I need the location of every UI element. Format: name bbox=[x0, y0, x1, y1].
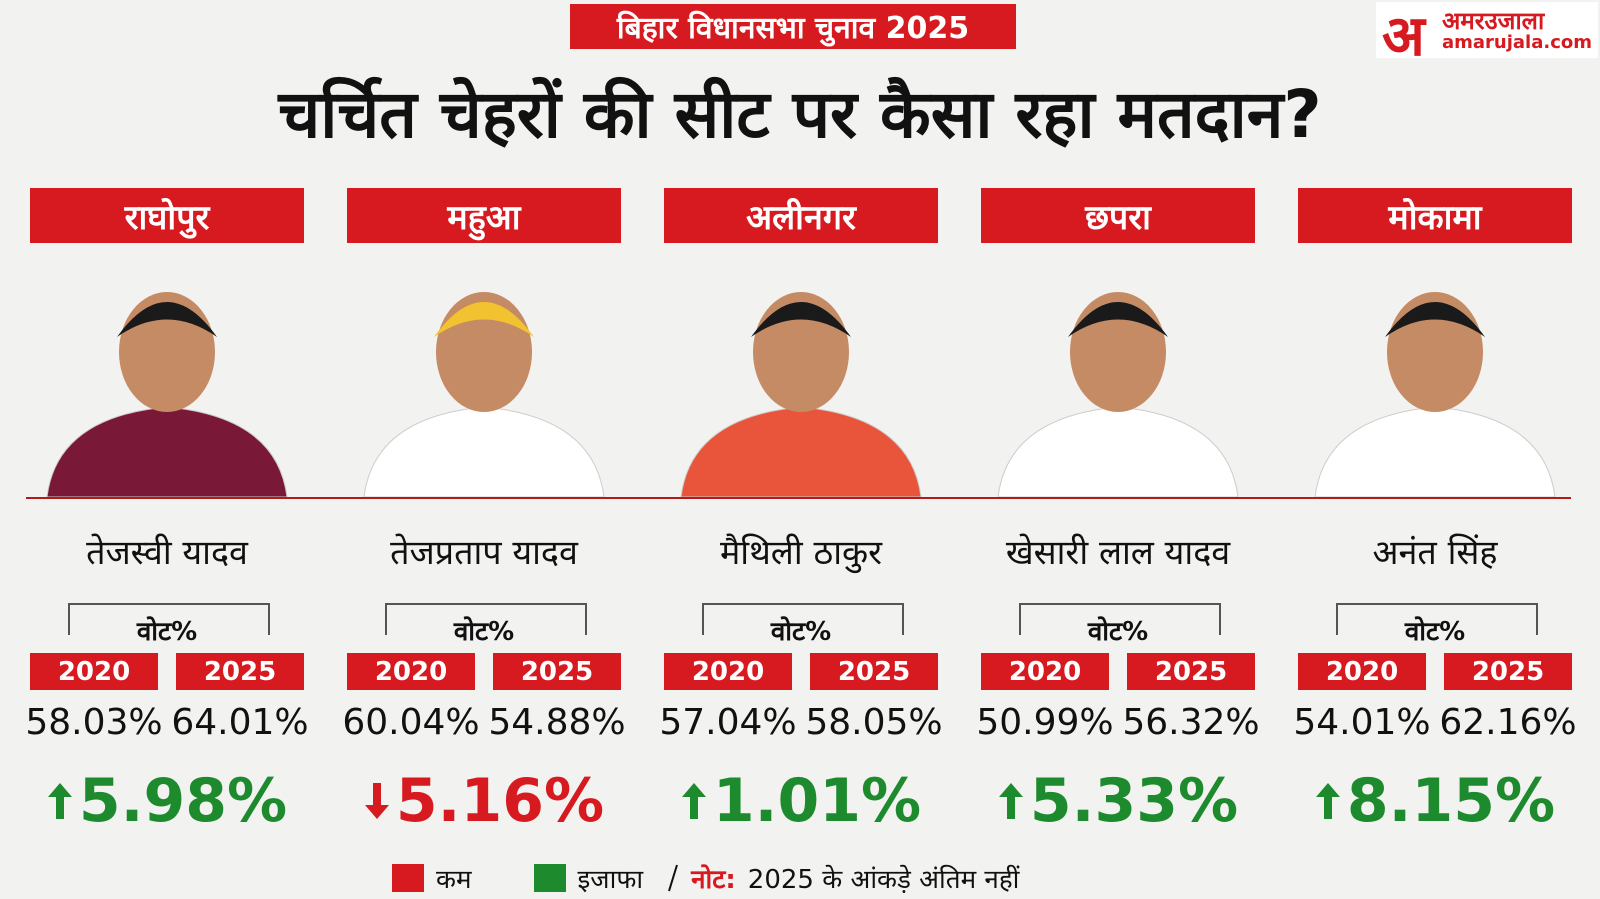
candidate-name: तेजप्रताप यादव bbox=[390, 533, 578, 573]
year-box: 2025 bbox=[493, 653, 621, 690]
year-box: 2020 bbox=[664, 653, 792, 690]
arrow-shape bbox=[681, 783, 706, 819]
arrow bbox=[1315, 783, 1340, 819]
logo: अ अमरउजाला amarujala.com bbox=[1376, 2, 1598, 69]
year-box: 2020 bbox=[981, 653, 1109, 690]
year-box: 2025 bbox=[1127, 653, 1255, 690]
year-box: 2020 bbox=[30, 653, 158, 690]
hair bbox=[434, 302, 534, 337]
vote-value: 58.03% bbox=[25, 702, 163, 743]
bracket bbox=[1019, 603, 1221, 635]
vote-label: वोट% bbox=[453, 617, 515, 647]
bracket bbox=[702, 603, 904, 635]
portrait bbox=[997, 292, 1239, 498]
note: 2025 के आंकड़े अंतिम नहीं bbox=[747, 865, 1020, 895]
bracket bbox=[68, 603, 270, 635]
portrait bbox=[1314, 292, 1556, 498]
vote-label: वोट% bbox=[1087, 617, 1149, 647]
candidate-name: खेसारी लाल यादव bbox=[1005, 533, 1231, 573]
vote-value: 50.99% bbox=[976, 702, 1114, 743]
legend-swatch bbox=[533, 864, 566, 892]
change-value: 5.33% bbox=[1029, 766, 1239, 836]
arrow-shape bbox=[998, 783, 1023, 819]
change-value: 1.01% bbox=[712, 766, 922, 836]
hair bbox=[1068, 302, 1168, 337]
change: 5.98% bbox=[30, 766, 304, 836]
separator bbox=[668, 864, 679, 892]
year-box: 2020 bbox=[347, 653, 475, 690]
arrow bbox=[47, 783, 72, 819]
logo-site: amarujala.com bbox=[1442, 32, 1593, 53]
legend-swatch bbox=[392, 864, 424, 892]
logo-mark: अ bbox=[1382, 4, 1425, 69]
candidate-name: तेजस्वी यादव bbox=[86, 533, 248, 573]
change: 8.15% bbox=[1298, 766, 1572, 836]
legend-label: इजाफा bbox=[577, 865, 644, 895]
vote-label: वोट% bbox=[770, 617, 832, 647]
year-box: 2020 bbox=[1298, 653, 1426, 690]
logo-name: अमरउजाला bbox=[1442, 7, 1545, 35]
vote-value: 60.04% bbox=[342, 702, 480, 743]
torso bbox=[363, 406, 605, 498]
seat-box: राघोपुर bbox=[30, 188, 304, 243]
separator-line bbox=[668, 864, 679, 892]
photo bbox=[981, 267, 1255, 498]
portrait bbox=[46, 292, 288, 498]
change: 5.16% bbox=[347, 766, 621, 836]
divider bbox=[26, 497, 1571, 499]
year-box: 2025 bbox=[1444, 653, 1572, 690]
candidate-name: मैथिली ठाकुर bbox=[719, 533, 883, 573]
vote-value: 54.01% bbox=[1293, 702, 1431, 743]
change-value: 5.98% bbox=[78, 766, 288, 836]
vote-value: 54.88% bbox=[488, 702, 626, 743]
photo bbox=[30, 267, 304, 498]
bracket bbox=[1336, 603, 1538, 635]
bracket bbox=[385, 603, 587, 635]
photo bbox=[1298, 267, 1572, 498]
portrait bbox=[363, 292, 605, 498]
torso bbox=[46, 406, 288, 498]
change-value: 5.16% bbox=[395, 766, 605, 836]
seat-box: महुआ bbox=[347, 188, 621, 243]
torso bbox=[680, 406, 922, 498]
year-box: 2025 bbox=[810, 653, 938, 690]
legend-label: कम bbox=[436, 865, 472, 895]
seat-box: मोकामा bbox=[1298, 188, 1572, 243]
hair bbox=[751, 302, 851, 337]
change-value: 8.15% bbox=[1346, 766, 1556, 836]
change: 1.01% bbox=[664, 766, 938, 836]
title: चर्चित चेहरों की सीट पर कैसा रहा मतदान? bbox=[278, 76, 1322, 153]
vote-label: वोट% bbox=[136, 617, 198, 647]
arrow bbox=[998, 783, 1023, 819]
seat-box: छपरा bbox=[981, 188, 1255, 243]
photo bbox=[347, 267, 621, 498]
note-label: नोट: bbox=[691, 865, 736, 895]
change: 5.33% bbox=[981, 766, 1255, 836]
arrow bbox=[681, 783, 706, 819]
vote-value: 56.32% bbox=[1122, 702, 1260, 743]
photo bbox=[664, 267, 938, 498]
torso bbox=[997, 406, 1239, 498]
arrow-shape bbox=[1315, 783, 1340, 819]
hair bbox=[117, 302, 217, 337]
vote-value: 58.05% bbox=[805, 702, 943, 743]
portrait bbox=[680, 292, 922, 498]
candidate-name: अनंत सिंह bbox=[1372, 533, 1498, 573]
arrow-shape bbox=[364, 783, 389, 819]
hair bbox=[1385, 302, 1485, 337]
arrow bbox=[364, 783, 389, 819]
seat-box: अलीनगर bbox=[664, 188, 938, 243]
legend: कम इजाफा नोट: 2025 के आंकड़े अंतिम नहीं bbox=[392, 860, 1019, 896]
header-tag: बिहार विधानसभा चुनाव 2025 bbox=[570, 4, 1016, 49]
year-box: 2025 bbox=[176, 653, 304, 690]
torso bbox=[1314, 406, 1556, 498]
vote-value: 57.04% bbox=[659, 702, 797, 743]
vote-value: 64.01% bbox=[171, 702, 309, 743]
arrow-shape bbox=[47, 783, 72, 819]
vote-label: वोट% bbox=[1404, 617, 1466, 647]
vote-value: 62.16% bbox=[1439, 702, 1577, 743]
